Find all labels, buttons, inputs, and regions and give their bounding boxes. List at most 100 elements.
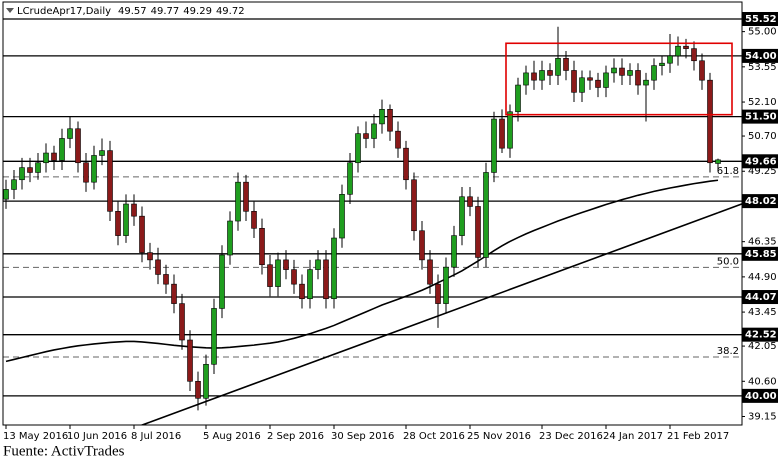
- y-tick-label: 46.35: [748, 237, 777, 248]
- candle-body: [67, 128, 73, 139]
- candle-body: [483, 172, 489, 258]
- level-box: [742, 154, 778, 169]
- candle-body: [275, 259, 281, 287]
- y-tick-label: 44.90: [748, 272, 777, 283]
- candle-body: [491, 118, 497, 173]
- candle-body: [99, 150, 105, 156]
- range-box: [505, 42, 733, 116]
- candle-body: [507, 111, 513, 149]
- level-box: [742, 48, 778, 63]
- y-tick-label: 40.60: [748, 376, 777, 387]
- candle-body: [371, 123, 377, 139]
- candle-body: [435, 283, 441, 304]
- level-box: [742, 109, 778, 124]
- y-tick-label: 50.70: [748, 131, 777, 142]
- candle-body: [411, 179, 417, 232]
- candle-body: [339, 194, 345, 239]
- candle-body: [443, 266, 449, 304]
- x-tick-label: 24 Jan 2017: [603, 431, 663, 442]
- x-tick-label: 5 Aug 2016: [203, 431, 261, 442]
- candle-body: [3, 189, 9, 200]
- candle-body: [163, 274, 169, 285]
- y-tick-label: 49.25: [748, 166, 777, 177]
- y-tick-label: 39.15: [748, 412, 777, 423]
- candle-body: [115, 211, 121, 236]
- candle-body: [35, 162, 41, 173]
- fib-label: 50.0: [717, 256, 739, 267]
- level-label: 51.50: [745, 112, 777, 123]
- candle-body: [243, 181, 249, 212]
- candle-body: [11, 179, 17, 190]
- candle-body: [219, 254, 225, 309]
- candle-body: [603, 72, 609, 88]
- candle-body: [571, 70, 577, 93]
- level-box: [742, 194, 778, 209]
- candle-body: [27, 167, 33, 173]
- candle-body: [379, 109, 385, 125]
- candle-body: [235, 181, 241, 222]
- level-box: [742, 11, 778, 26]
- candle-body: [387, 109, 393, 132]
- candle-body: [715, 159, 721, 164]
- fib-label: 38.2: [717, 346, 739, 357]
- x-tick-label: 13 May 2016: [3, 431, 68, 442]
- level-box: [742, 246, 778, 261]
- candle-body: [555, 58, 561, 76]
- candle-body: [611, 67, 617, 74]
- candle-body: [91, 155, 97, 183]
- x-tick-label: 10 Jun 2016: [67, 431, 127, 442]
- candle-body: [331, 237, 337, 300]
- y-tick-label: 52.10: [748, 97, 777, 108]
- candle-body: [699, 60, 705, 81]
- x-tick-label: 8 Jul 2016: [131, 431, 181, 442]
- trendline: [149, 212, 719, 423]
- candle-body: [531, 72, 537, 81]
- x-tick-label: 25 Nov 2016: [467, 431, 531, 442]
- candle-body: [467, 196, 473, 207]
- candle-body: [635, 70, 641, 86]
- candle-body: [123, 203, 129, 236]
- candle-body: [587, 77, 593, 81]
- x-tick-label: 30 Sep 2016: [331, 431, 394, 442]
- level-label: 48.02: [745, 196, 777, 207]
- low-readout: 49.29: [183, 6, 212, 17]
- candle-body: [59, 138, 65, 161]
- level-label: 40.00: [745, 391, 777, 402]
- level-box: [742, 290, 778, 305]
- fib-label: 61.8: [717, 166, 739, 177]
- candle-body: [547, 70, 553, 76]
- candle-body: [75, 128, 81, 164]
- candle-body: [259, 228, 265, 266]
- candle-body: [515, 84, 521, 113]
- x-tick-label: 2 Sep 2016: [267, 431, 324, 442]
- trendline-extension: [717, 203, 742, 214]
- candle-body: [171, 283, 177, 304]
- plot-area: 61.8 50.0 38.2: [3, 18, 742, 425]
- open-readout: 49.57: [118, 6, 147, 17]
- candle-body: [307, 269, 313, 300]
- candle-body: [43, 152, 49, 164]
- candle-body: [451, 235, 457, 268]
- candle-body: [299, 283, 305, 300]
- candle-body: [459, 196, 465, 236]
- candle-body: [187, 339, 193, 382]
- moving-average: [5, 179, 719, 363]
- plot-frame: [2, 1, 743, 426]
- candle-body: [619, 67, 625, 76]
- y-tick-label: 42.05: [748, 341, 777, 352]
- candle-body: [523, 72, 529, 86]
- candle-body: [683, 45, 689, 49]
- candle-body: [651, 65, 657, 81]
- candle-body: [707, 79, 713, 164]
- candle-body: [395, 130, 401, 149]
- candle-body: [107, 150, 113, 212]
- level-box: [742, 327, 778, 342]
- candle-body: [475, 206, 481, 258]
- candle-body: [139, 215, 145, 253]
- candle-body: [355, 133, 361, 164]
- candle-body: [427, 259, 433, 285]
- candle-body: [291, 269, 297, 285]
- candle-body: [419, 230, 425, 261]
- chart-title: LCrudeApr17,Daily 49.57 49.77 49.29 49.72: [17, 6, 245, 17]
